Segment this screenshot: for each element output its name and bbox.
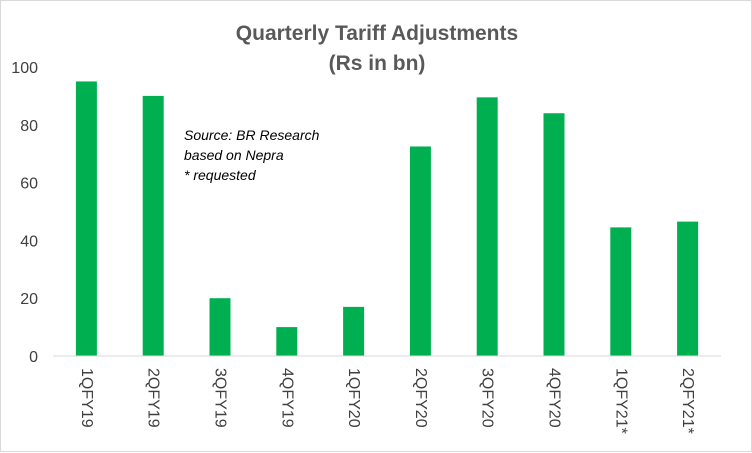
bar (476, 97, 498, 356)
bar (677, 221, 699, 356)
x-tick-label: 2QFY21* (679, 368, 696, 434)
chart-title: Quarterly Tariff Adjustments (236, 22, 518, 45)
bar (610, 227, 632, 356)
y-tick-label: 100 (11, 60, 38, 77)
bar (543, 113, 565, 357)
source-note-line-1: Source: BR Research (184, 127, 320, 143)
bar (409, 146, 431, 356)
bars-group (75, 81, 699, 357)
x-tick-label: 4QFY19 (278, 368, 295, 428)
x-tick-label: 3QFY19 (212, 368, 229, 428)
x-tick-label: 1QFY19 (78, 368, 95, 428)
x-tick-label: 1QFY20 (345, 368, 362, 428)
y-tick-label: 60 (20, 176, 38, 193)
x-tick-label: 2QFY20 (412, 368, 429, 428)
y-tick-label: 80 (20, 118, 38, 135)
source-note-line-3: * requested (184, 167, 257, 183)
y-axis: 0 20 40 60 80 100 (11, 60, 38, 366)
bar (276, 327, 298, 356)
bar (142, 95, 164, 357)
y-tick-label: 20 (20, 291, 38, 308)
source-note-line-2: based on Nepra (184, 147, 284, 163)
bar (75, 81, 97, 356)
chart-subtitle: (Rs in bn) (329, 52, 426, 75)
bar (343, 306, 365, 356)
y-tick-label: 40 (20, 233, 38, 250)
x-axis: 1QFY19 2QFY19 3QFY19 4QFY19 1QFY20 2QFY20 3QFY… (78, 368, 696, 434)
y-tick-label: 0 (29, 349, 38, 366)
x-tick-label: 3QFY20 (479, 368, 496, 428)
x-tick-label: 1QFY21* (612, 368, 629, 434)
x-tick-label: 4QFY20 (546, 368, 563, 428)
bar (209, 298, 231, 356)
x-tick-label: 2QFY19 (145, 368, 162, 428)
